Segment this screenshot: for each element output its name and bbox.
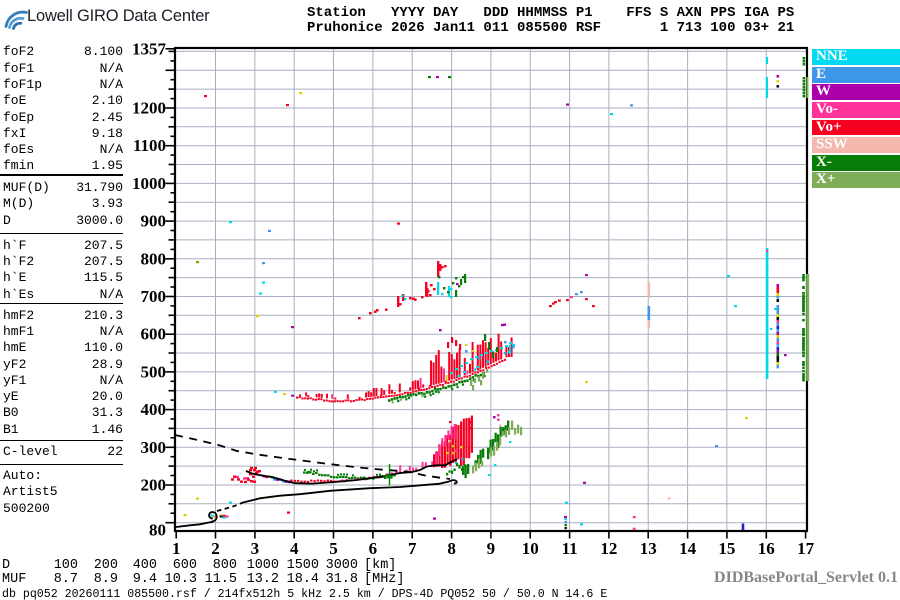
svg-text:5: 5 bbox=[329, 539, 338, 558]
svg-text:1000: 1000 bbox=[132, 174, 166, 193]
svg-text:14: 14 bbox=[679, 539, 697, 558]
svg-text:700: 700 bbox=[141, 287, 167, 306]
svg-text:12: 12 bbox=[600, 539, 617, 558]
svg-text:1: 1 bbox=[172, 539, 181, 558]
svg-text:16: 16 bbox=[758, 539, 775, 558]
svg-text:8: 8 bbox=[447, 539, 456, 558]
svg-text:1200: 1200 bbox=[132, 99, 166, 118]
svg-text:6: 6 bbox=[369, 539, 378, 558]
svg-text:200: 200 bbox=[141, 476, 167, 495]
svg-text:900: 900 bbox=[141, 212, 167, 231]
svg-text:2: 2 bbox=[211, 539, 220, 558]
svg-text:400: 400 bbox=[141, 400, 167, 419]
svg-text:3: 3 bbox=[251, 539, 260, 558]
svg-text:13: 13 bbox=[640, 539, 657, 558]
svg-text:1357: 1357 bbox=[132, 39, 167, 58]
svg-text:800: 800 bbox=[141, 249, 167, 268]
svg-text:80: 80 bbox=[149, 521, 166, 540]
svg-text:500: 500 bbox=[141, 362, 167, 381]
svg-text:17: 17 bbox=[797, 539, 815, 558]
svg-text:15: 15 bbox=[718, 539, 735, 558]
svg-text:11: 11 bbox=[562, 539, 578, 558]
svg-text:9: 9 bbox=[487, 539, 496, 558]
svg-text:4: 4 bbox=[290, 539, 299, 558]
svg-text:10: 10 bbox=[522, 539, 539, 558]
svg-text:300: 300 bbox=[141, 438, 167, 457]
svg-text:7: 7 bbox=[408, 539, 417, 558]
svg-text:600: 600 bbox=[141, 325, 167, 344]
svg-text:1100: 1100 bbox=[133, 136, 166, 155]
